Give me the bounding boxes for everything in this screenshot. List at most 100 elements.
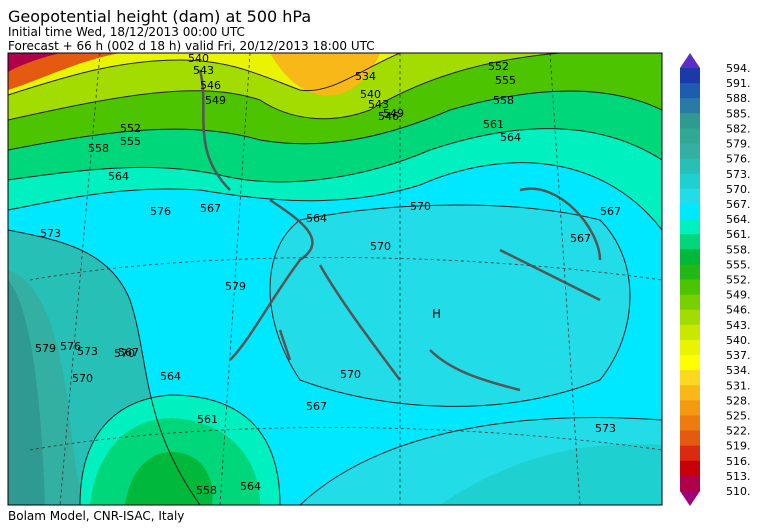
colorbar-label: 558.: [726, 243, 751, 256]
colorbar-band: [680, 324, 700, 341]
contour-label: 567: [570, 232, 591, 245]
contour-label: 564: [500, 131, 521, 144]
contour-label: 558: [493, 94, 514, 107]
contour-label: 567: [200, 202, 221, 215]
contour-label: 564: [240, 480, 261, 493]
colorbar-band: [680, 445, 700, 462]
contour-label: 564: [306, 212, 327, 225]
contour-label: 549: [205, 94, 226, 107]
colorbar-band: [680, 219, 700, 235]
colorbar-band: [680, 279, 700, 296]
colorbar-label: 546.: [726, 304, 751, 317]
colorbar-label: 522.: [726, 425, 751, 438]
colorbar-band: [680, 83, 700, 99]
contour-label: 567: [600, 205, 621, 218]
contour-label: 570: [410, 200, 431, 213]
contour-label: 573: [77, 345, 98, 358]
contour-label: 546: [200, 79, 221, 92]
contour-label: 555: [120, 135, 141, 148]
colorbar-label: 510.: [726, 485, 751, 498]
colorbar-label: 516.: [726, 455, 751, 468]
contour-label: 564: [108, 170, 129, 183]
colorbar-label: 531.: [726, 379, 751, 392]
contour-label: 534: [355, 70, 376, 83]
contour-labels: 5405435465495525555585615645675705735765…: [35, 52, 621, 497]
contour-label: 570: [114, 347, 135, 360]
colorbar-band: [680, 339, 700, 356]
contour-label: 552: [488, 60, 509, 73]
colorbar-band: [680, 475, 700, 492]
colorbar-band: [680, 264, 700, 280]
map-field: [7, 52, 663, 506]
colorbar-cap: [680, 491, 700, 506]
colorbar-band: [680, 113, 700, 129]
contour-label: 570: [72, 372, 93, 385]
colorbar-band: [680, 128, 700, 145]
colorbar-label: 561.: [726, 228, 751, 241]
contour-label: 573: [595, 422, 616, 435]
contour-label: 540: [188, 52, 209, 65]
contour-label: 555: [495, 74, 516, 87]
contour-label: 564: [160, 370, 181, 383]
colorbar-band: [680, 355, 700, 371]
colorbar-label: 552.: [726, 274, 751, 287]
colorbar-label: 543.: [726, 319, 751, 332]
contour-label: 576: [150, 205, 171, 218]
colorbar: 594. 591. 588. 585. 582. 579. 576. 573. 570. 567.…: [680, 53, 751, 506]
contour-label: 549: [383, 107, 404, 120]
contour-label: 561: [197, 413, 218, 426]
colorbar-band: [680, 370, 700, 386]
colorbar-band: [680, 203, 700, 220]
colorbar-label: 585.: [726, 107, 751, 120]
colorbar-band: [680, 294, 700, 311]
colorbar-cap: [680, 53, 700, 68]
colorbar-band: [680, 68, 700, 84]
colorbar-label: 567.: [726, 198, 751, 211]
colorbar-label: 513.: [726, 470, 751, 483]
colorbar-label: 573.: [726, 168, 751, 181]
colorbar-band: [680, 385, 700, 401]
contour-label: 579: [35, 342, 56, 355]
forecast-time: Forecast + 66 h (002 d 18 h) valid Fri, …: [8, 39, 375, 53]
colorbar-label: 534.: [726, 364, 751, 377]
colorbar-band: [680, 415, 700, 432]
title: Geopotential height (dam) at 500 hPa: [8, 7, 311, 26]
colorbar-label: 519.: [726, 440, 751, 453]
contour-label: 570: [370, 240, 391, 253]
contour-label: 567: [306, 400, 327, 413]
colorbar-label: 576.: [726, 153, 751, 166]
footer: Bolam Model, CNR-ISAC, Italy: [8, 509, 184, 523]
colorbar-label: 549.: [726, 289, 751, 302]
contour-label: 552: [120, 122, 141, 135]
colorbar-label: 591.: [726, 77, 751, 90]
contour-label: 543: [368, 98, 389, 111]
colorbar-band: [680, 309, 700, 326]
contour-label: 573: [40, 227, 61, 240]
colorbar-band: [680, 430, 700, 447]
colorbar-label: 582.: [726, 122, 751, 135]
contour-label: 570: [340, 368, 361, 381]
contour-label: 540: [360, 88, 381, 101]
colorbar-label: 528.: [726, 394, 751, 407]
colorbar-label: 525.: [726, 409, 751, 422]
contour-label: 579: [225, 280, 246, 293]
contour-label: 558: [196, 484, 217, 497]
colorbar-label: 555.: [726, 258, 751, 271]
contour-label: 558: [88, 142, 109, 155]
colorbar-band: [680, 173, 700, 190]
colorbar-label: 570.: [726, 183, 751, 196]
contour-label: 543: [193, 64, 214, 77]
initial-time: Initial time Wed, 18/12/2013 00:00 UTC: [8, 25, 245, 39]
colorbar-band: [680, 158, 700, 175]
colorbar-label: 588.: [726, 92, 751, 105]
contour-label: 561: [483, 118, 504, 131]
high-marker: H: [432, 307, 441, 321]
colorbar-band: [680, 143, 700, 160]
colorbar-band: [680, 98, 700, 114]
colorbar-label: 579.: [726, 138, 751, 151]
colorbar-band: [680, 249, 700, 265]
contour-label: 567: [118, 346, 139, 359]
colorbar-band: [680, 188, 700, 205]
colorbar-band: [680, 400, 700, 416]
